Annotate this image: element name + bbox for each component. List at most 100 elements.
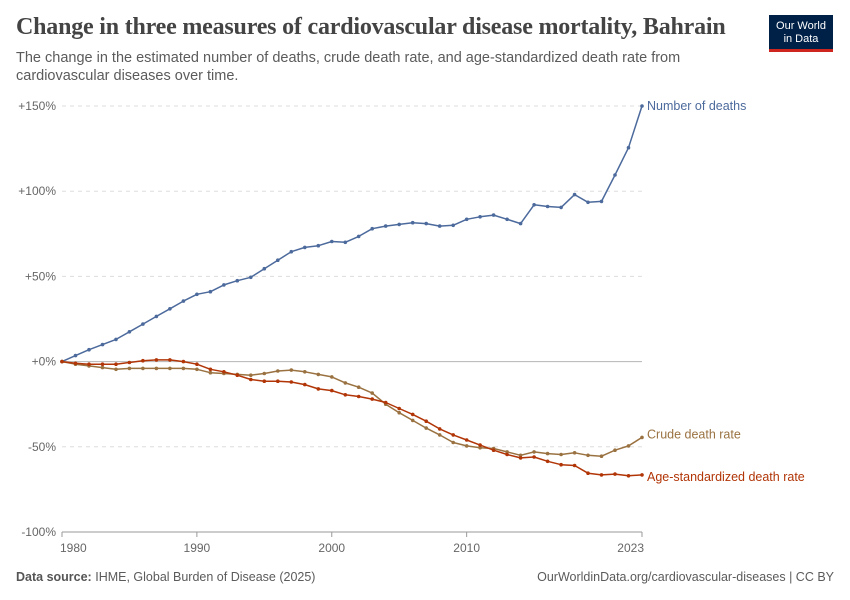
data-point [127,366,132,371]
data-point [613,448,617,453]
data-point [451,440,456,445]
data-point [559,462,563,467]
data-point [235,278,240,283]
data-point [613,173,617,177]
data-point [168,358,172,362]
data-point [127,330,132,334]
data-point [640,104,644,108]
source-url-link[interactable]: OurWorldinData.org/cardiovascular-diseas… [537,570,834,584]
data-point [599,454,604,459]
owid-logo[interactable]: Our World in Data [769,15,833,52]
data-point [518,453,523,458]
data-point [532,450,536,454]
data-point [410,418,415,423]
series-label: Crude death rate [647,427,741,441]
data-point [518,456,523,460]
data-point [491,213,496,217]
chart-subtitle: The change in the estimated number of de… [16,50,681,84]
data-point [478,443,482,447]
data-point [303,382,307,387]
data-point [222,283,226,287]
x-tick-label: 1990 [184,541,211,555]
y-tick-label: -50% [28,440,56,454]
data-point [532,455,536,459]
data-point [154,358,159,362]
data-point [276,258,280,263]
data-point [572,451,577,455]
data-point [559,205,563,210]
data-point [586,471,590,476]
data-point [330,375,334,379]
x-tick-label: 2010 [453,541,480,555]
data-point [464,444,469,448]
logo-line-1: Our World [776,20,826,32]
data-point [410,412,415,417]
data-point [114,362,118,367]
data-point [451,433,456,437]
data-point [599,199,604,204]
data-point [572,463,577,468]
data-point [640,473,644,477]
data-point [262,379,267,384]
data-point [626,474,631,478]
y-tick-label: +50% [25,269,56,283]
data-point [195,362,199,367]
data-point [141,322,145,326]
data-point [424,221,429,226]
data-point [100,342,105,347]
data-point [249,377,253,382]
data-point [60,359,64,364]
data-point [356,394,361,399]
data-point [289,368,294,372]
data-point [491,448,496,453]
data-point [303,370,307,374]
data-point [640,435,644,440]
data-point [437,427,442,431]
data-point [505,452,509,457]
data-point [370,226,375,231]
data-point [532,203,536,207]
data-point [545,459,550,464]
data-point [168,307,172,311]
data-point [208,370,213,375]
data-point [114,367,118,372]
data-source: Data source: IHME, Global Burden of Dise… [16,570,315,584]
data-point [356,234,361,239]
data-point [330,388,334,393]
data-point [383,224,388,228]
data-point [73,353,78,358]
data-point [397,222,402,227]
series-label: Age-standardized death rate [647,470,805,484]
data-point [370,391,375,395]
data-point [451,223,456,228]
data-point [343,393,348,397]
data-point [478,445,482,450]
data-point [383,400,388,405]
x-tick-label: 2023 [617,541,644,555]
data-point [100,362,105,367]
data-point [545,451,550,456]
data-point [356,385,361,390]
data-point [73,361,78,366]
data-point [208,289,213,294]
data-point [181,366,186,371]
data-point [586,453,590,458]
logo-line-2: in Data [783,32,819,45]
data-point [181,299,186,303]
data-point [87,347,91,352]
data-source-text: IHME, Global Burden of Disease (2025) [95,570,316,584]
data-point [249,275,253,280]
data-point [397,410,402,415]
data-point [303,245,307,250]
series-line [61,105,643,363]
data-point [168,366,172,371]
data-point [100,365,105,370]
data-point [141,358,145,363]
x-tick-label: 2000 [318,541,345,555]
data-point [276,369,280,373]
data-point [87,362,91,367]
data-point [505,217,509,222]
data-point [424,419,429,424]
data-point [316,387,321,391]
data-point [289,380,294,384]
